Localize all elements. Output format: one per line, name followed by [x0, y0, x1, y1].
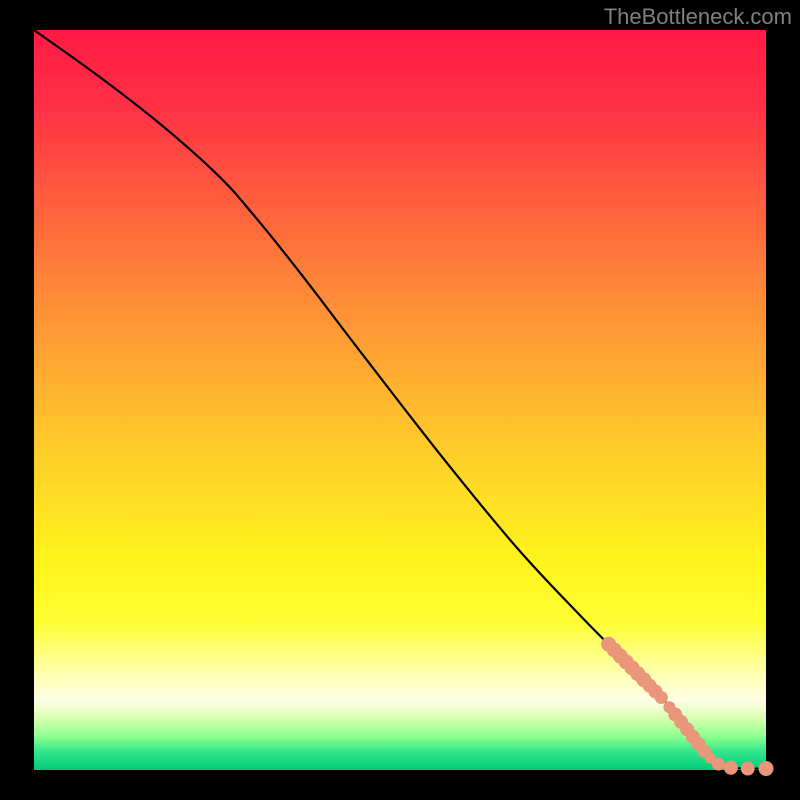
chart-canvas	[0, 0, 800, 800]
chart-container: TheBottleneck.com	[0, 0, 800, 800]
data-marker	[712, 758, 724, 770]
data-marker	[724, 761, 737, 774]
watermark-text: TheBottleneck.com	[604, 4, 792, 30]
data-marker	[741, 762, 754, 775]
plot-background-gradient	[34, 30, 766, 770]
data-marker	[759, 762, 773, 776]
data-marker	[655, 691, 667, 703]
